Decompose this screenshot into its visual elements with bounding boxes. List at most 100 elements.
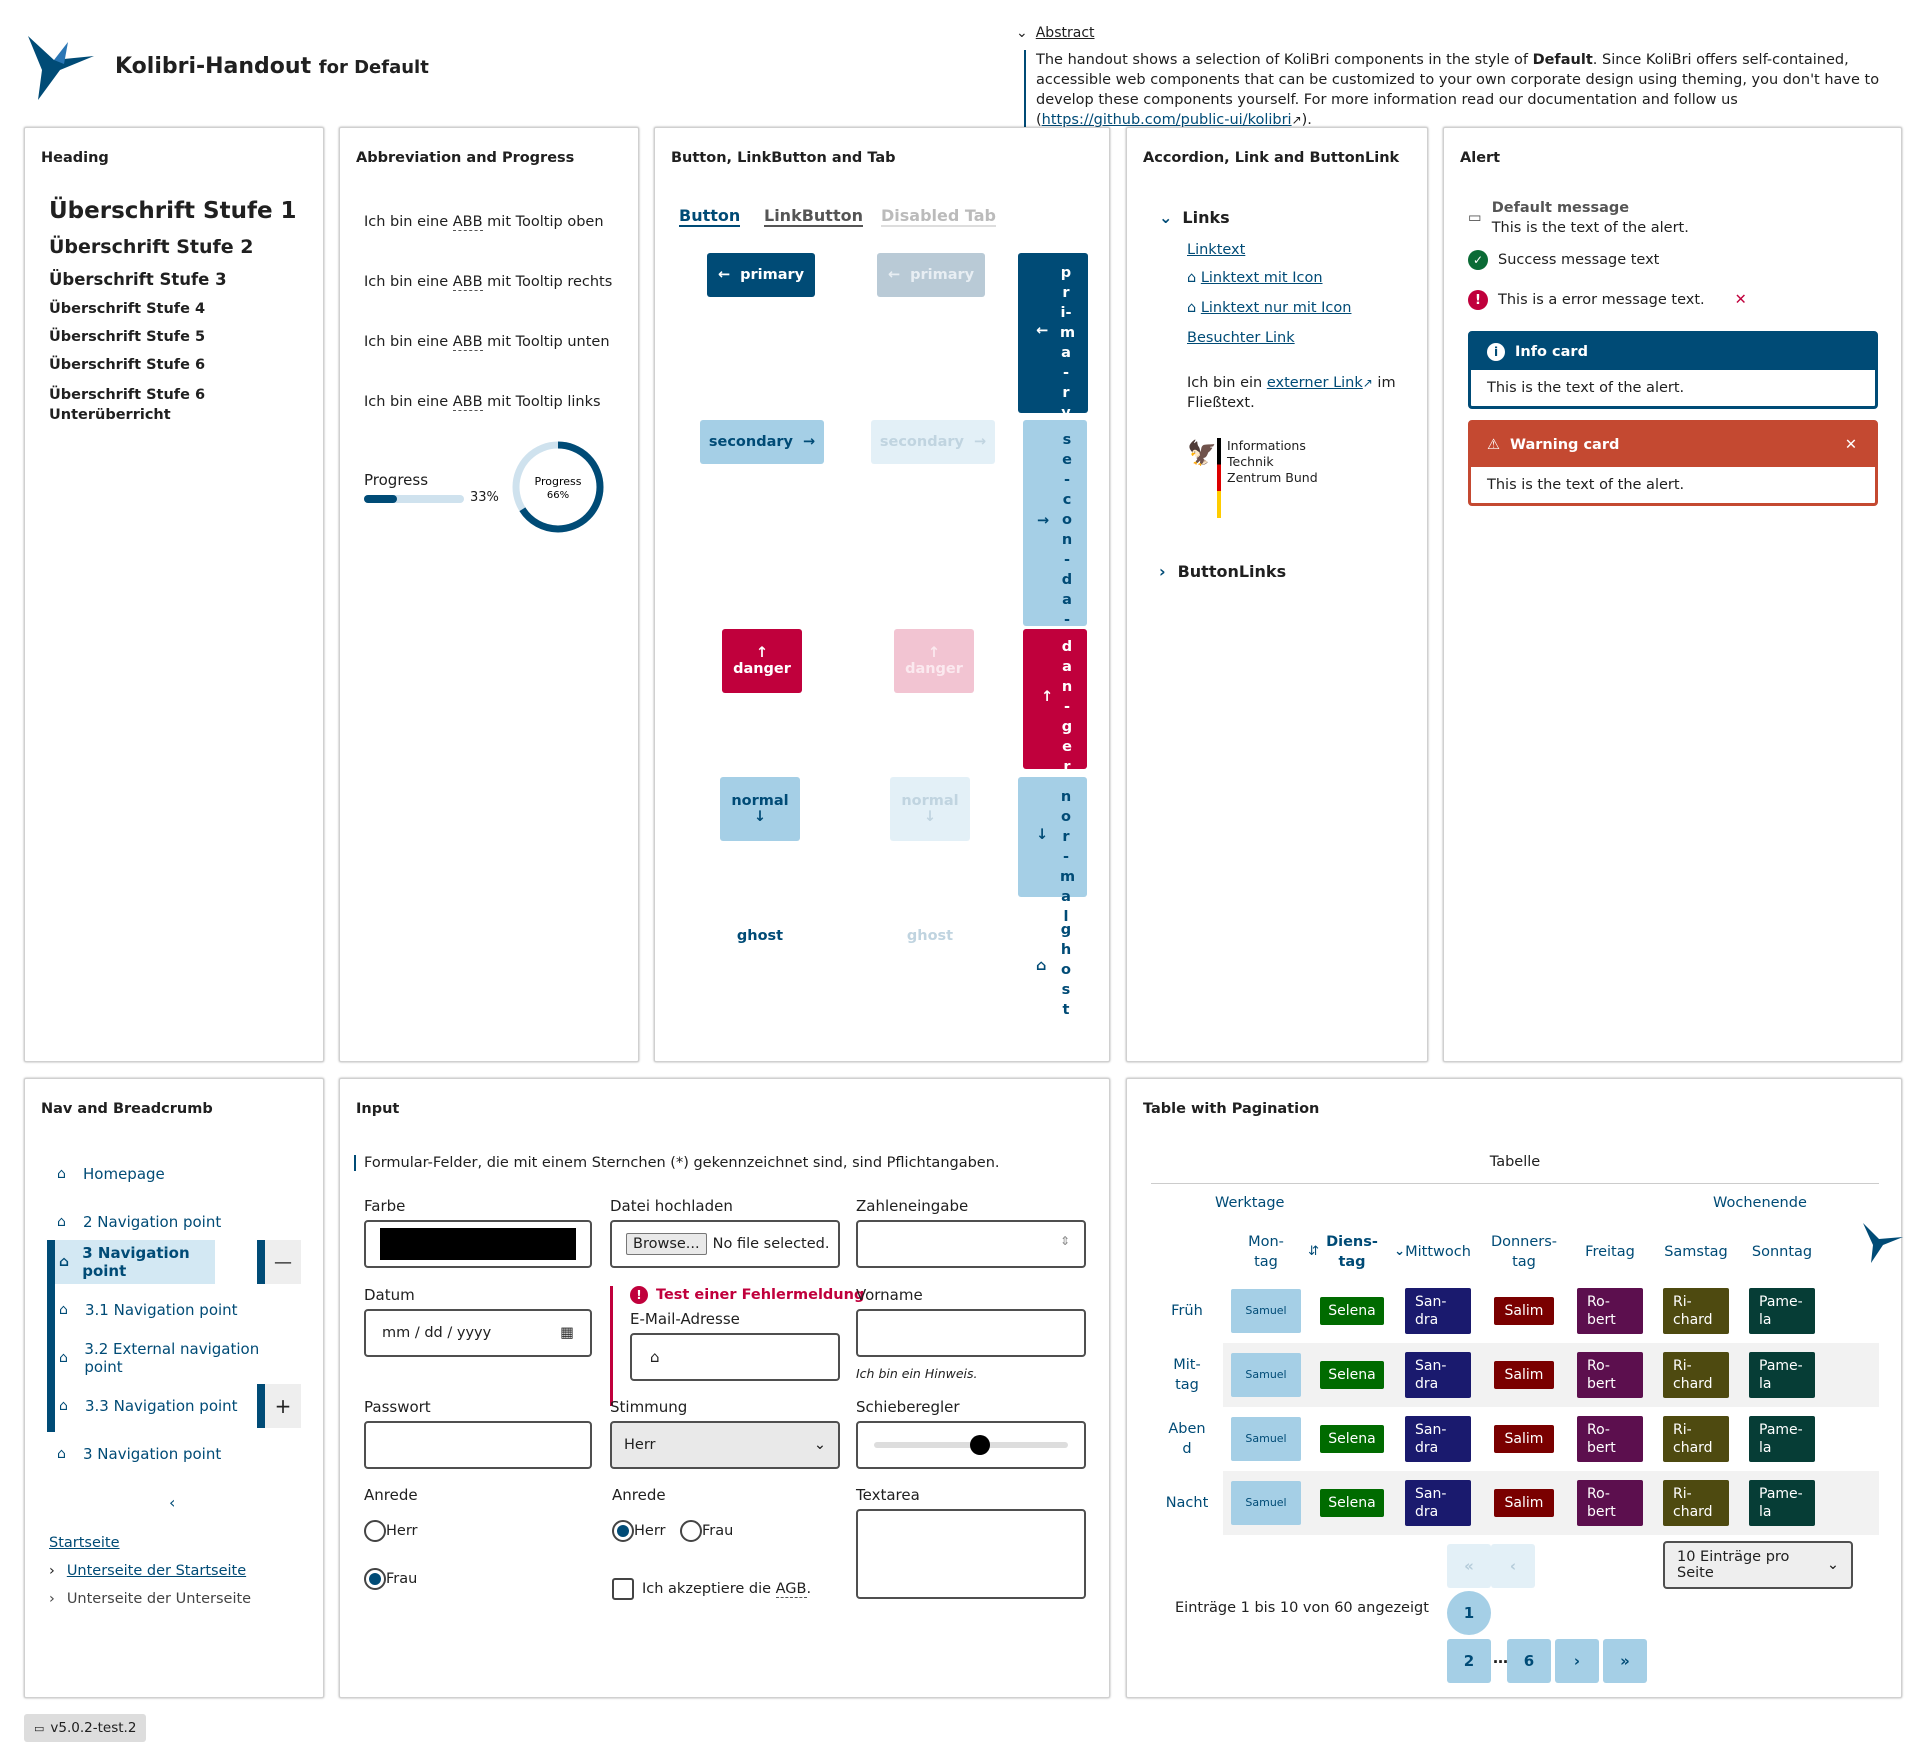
required-note: Formular-Felder, die mit einem Sternchen… bbox=[354, 1155, 1000, 1171]
breadcrumb-unterseite[interactable]: Unterseite der Startseite bbox=[66, 1563, 247, 1579]
accordion-links-header[interactable]: ⌄ Links bbox=[1159, 208, 1230, 227]
table-cell: Ro- bert bbox=[1567, 1416, 1653, 1462]
normal-button-vertical[interactable]: ↓ nor-mal bbox=[1018, 777, 1087, 925]
tab-button[interactable]: Button bbox=[679, 206, 741, 227]
textarea[interactable] bbox=[856, 1509, 1086, 1599]
agb-checkbox[interactable]: Ich akzeptiere die AGB. bbox=[612, 1578, 811, 1600]
button-card: Button, LinkButton and Tab Button LinkBu… bbox=[654, 127, 1110, 1062]
visited-link[interactable]: Besuchter Link bbox=[1187, 330, 1295, 346]
table-cell: Selena bbox=[1309, 1297, 1395, 1325]
ghost-button[interactable]: ghost bbox=[736, 928, 784, 944]
abbr[interactable]: ABB bbox=[452, 394, 483, 411]
nav-item-3[interactable]: ⌂ 3 Navigation point bbox=[55, 1240, 215, 1284]
abbr-agb[interactable]: AGB bbox=[775, 1581, 807, 1598]
error-message: ! Test einer Fehlermeldung bbox=[630, 1286, 864, 1304]
home-icon: ⌂ bbox=[1187, 270, 1197, 286]
table-cell: Ro- bert bbox=[1567, 1288, 1653, 1334]
primary-button-vertical[interactable]: ← pri-ma-ry bbox=[1018, 253, 1088, 421]
range-slider[interactable] bbox=[856, 1421, 1086, 1469]
abbr[interactable]: ABB bbox=[452, 334, 483, 351]
arrow-left-icon: ← bbox=[1036, 323, 1049, 339]
primary-button[interactable]: ← primary bbox=[707, 253, 815, 297]
abbr[interactable]: ABB bbox=[452, 214, 483, 231]
radio-herr-1[interactable]: Herr bbox=[364, 1520, 418, 1542]
arrow-up-icon: ↑ bbox=[1041, 689, 1054, 705]
radio-herr-2[interactable]: Herr bbox=[612, 1520, 666, 1542]
link-icon-only[interactable]: Linktext nur mit Icon bbox=[1200, 300, 1352, 316]
pagination-ellipsis: … bbox=[1493, 1649, 1508, 1667]
danger-button[interactable]: ↑ danger bbox=[722, 629, 802, 693]
nav-item-3-1[interactable]: ⌂ 3.1 Navigation point bbox=[59, 1301, 238, 1319]
nav-collapse-chevron[interactable]: ‹ bbox=[169, 1493, 176, 1512]
mood-select[interactable]: Herr ⌄ bbox=[610, 1421, 840, 1469]
pagination-next[interactable]: › bbox=[1555, 1639, 1599, 1683]
link-with-icon[interactable]: Linktext mit Icon bbox=[1200, 270, 1323, 286]
browse-button[interactable]: Browse... bbox=[626, 1233, 707, 1255]
date-input[interactable]: mm / dd / yyyy ▦ bbox=[364, 1309, 592, 1357]
external-link[interactable]: externer Link bbox=[1266, 375, 1363, 391]
danger-button-vertical[interactable]: ↑ dan-ger bbox=[1023, 629, 1087, 775]
nav-item-homepage[interactable]: ⌂ Homepage bbox=[57, 1165, 165, 1183]
group-header-werktage: Werktage bbox=[1215, 1195, 1285, 1211]
link-text[interactable]: Linktext bbox=[1187, 242, 1246, 258]
tab-linkbutton[interactable]: LinkButton bbox=[764, 206, 863, 227]
pagination-page[interactable]: 2 bbox=[1447, 1639, 1491, 1683]
ghost-button-vertical[interactable]: ⌂ ghost bbox=[1036, 922, 1072, 1018]
nav-item-3-b[interactable]: ⌂ 3 Navigation point bbox=[57, 1445, 222, 1463]
radio-icon bbox=[364, 1520, 386, 1542]
close-icon[interactable]: ✕ bbox=[1844, 437, 1857, 453]
arrow-up-icon: ↑ bbox=[755, 645, 769, 661]
pagination-last[interactable]: » bbox=[1603, 1639, 1647, 1683]
sort-icon[interactable]: ⇵ bbox=[1308, 1244, 1319, 1259]
nav-expand-button[interactable]: + bbox=[257, 1384, 301, 1428]
radio-frau-1[interactable]: Frau bbox=[364, 1568, 417, 1590]
number-input[interactable]: ⇕ bbox=[856, 1220, 1086, 1268]
normal-button[interactable]: normal ↓ bbox=[720, 777, 800, 841]
arrow-left-icon: ← bbox=[717, 267, 731, 283]
calendar-icon[interactable]: ▦ bbox=[560, 1325, 574, 1341]
message-icon: ▭ bbox=[1468, 210, 1482, 226]
table-row: Aben d Samuel Selena San- dra Salim Ro- bert R… bbox=[1151, 1407, 1879, 1471]
sort-desc-icon[interactable]: ⌄ bbox=[1394, 1244, 1405, 1259]
firstname-input[interactable] bbox=[856, 1309, 1086, 1357]
pagination-page[interactable]: 6 bbox=[1507, 1639, 1551, 1683]
abstract-toggle[interactable]: ⌄ Abstract bbox=[1016, 25, 1095, 41]
table-row: Nacht Samuel Selena San- dra Salim Ro- bert Ri… bbox=[1151, 1471, 1879, 1535]
abbr[interactable]: ABB bbox=[452, 274, 483, 291]
github-link[interactable]: https://github.com/public-ui/kolibri bbox=[1041, 112, 1292, 128]
name-badge: Ro- bert bbox=[1577, 1480, 1643, 1526]
radio-frau-2[interactable]: Frau bbox=[680, 1520, 733, 1542]
table-cell: Samuel bbox=[1223, 1417, 1309, 1461]
slider-thumb[interactable] bbox=[969, 1435, 990, 1455]
page-size-select[interactable]: 10 Einträge pro Seite ⌄ bbox=[1663, 1541, 1853, 1589]
label-farbe: Farbe bbox=[364, 1197, 406, 1215]
table-cell: Salim bbox=[1481, 1425, 1567, 1453]
breadcrumb-startseite[interactable]: Startseite bbox=[49, 1535, 120, 1551]
nav-item-2[interactable]: ⌂ 2 Navigation point bbox=[57, 1213, 222, 1231]
name-badge: Selena bbox=[1320, 1425, 1384, 1453]
heading-card: Heading Überschrift Stufe 1 Überschrift … bbox=[24, 127, 324, 1062]
card-title: Heading bbox=[41, 150, 109, 166]
arrow-right-icon: → bbox=[973, 434, 987, 450]
email-input[interactable]: ⌂ bbox=[630, 1333, 840, 1381]
spinner-icon[interactable]: ⇕ bbox=[1059, 1234, 1070, 1248]
file-input[interactable]: Browse... No file selected. bbox=[610, 1220, 840, 1268]
table-cell: Ri- chard bbox=[1653, 1480, 1739, 1526]
home-icon: ⌂ bbox=[650, 1348, 660, 1366]
close-icon[interactable]: ✕ bbox=[1734, 292, 1747, 308]
alert-card: Alert ▭ Default message This is the text … bbox=[1443, 127, 1902, 1062]
ghost-button-disabled: ghost bbox=[906, 928, 954, 944]
secondary-button[interactable]: secondary → bbox=[700, 420, 824, 464]
column-header[interactable]: Mon- tag ⇵ bbox=[1248, 1234, 1319, 1270]
column-header[interactable]: Diens- tag ⌄ bbox=[1326, 1234, 1405, 1270]
nav-item-3-3[interactable]: ⌂ 3.3 Navigation point bbox=[59, 1397, 238, 1415]
accordion-buttonlinks-header[interactable]: › ButtonLinks bbox=[1159, 562, 1287, 581]
password-input[interactable] bbox=[364, 1421, 592, 1469]
color-input[interactable] bbox=[364, 1220, 592, 1268]
nav-collapse-button[interactable]: — bbox=[257, 1240, 301, 1284]
nav-item-3-2[interactable]: ⌂ 3.2 External navigation point bbox=[59, 1340, 260, 1376]
secondary-button-vertical[interactable]: →se-con-da-ry bbox=[1023, 420, 1087, 668]
card-title: Button, LinkButton and Tab bbox=[671, 150, 896, 166]
pagination-page-current[interactable]: 1 bbox=[1447, 1591, 1491, 1635]
table-cell: San- dra bbox=[1395, 1416, 1481, 1462]
